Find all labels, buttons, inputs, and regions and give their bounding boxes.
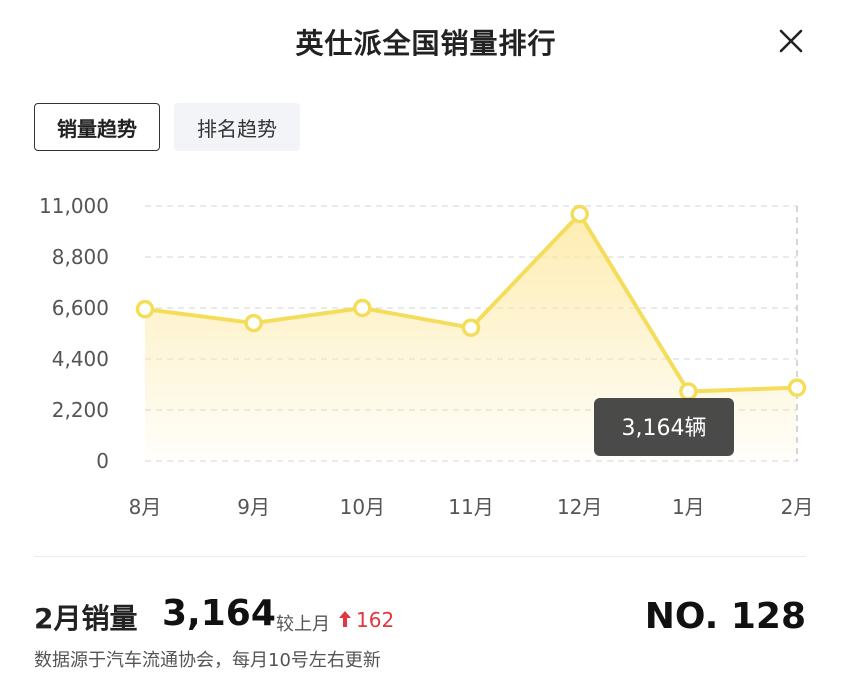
data-source-note: 数据源于汽车流通协会，每月10号左右更新: [34, 650, 381, 671]
close-icon: [779, 29, 803, 53]
x-tick-label: 9月: [237, 495, 270, 519]
data-point: [353, 298, 372, 318]
y-tick-label: 2,200: [52, 398, 109, 422]
y-tick-label: 11,000: [39, 194, 109, 218]
divider: [34, 556, 806, 557]
data-point: [679, 382, 698, 401]
arrow-up-icon: [339, 611, 351, 627]
x-tick-label: 12月: [557, 495, 602, 519]
y-tick-label: 8,800: [52, 245, 109, 269]
close-button[interactable]: [772, 22, 810, 60]
x-tick-label: 11月: [448, 495, 493, 519]
mom-change-value: 162: [356, 608, 395, 632]
x-tick-label: 1月: [672, 495, 705, 519]
data-point: [244, 313, 263, 333]
tab-bar: 销量趋势 排名趋势: [34, 103, 300, 151]
rank-badge: NO. 128: [644, 596, 806, 637]
tab-sales-trend[interactable]: 销量趋势: [34, 103, 160, 151]
page-title: 英仕派全国销量排行: [295, 27, 557, 60]
sales-month-label: 2月销量: [34, 602, 138, 635]
x-tick-label: 8月: [129, 495, 162, 519]
x-tick-label: 10月: [340, 495, 385, 519]
tab-rank-trend[interactable]: 排名趋势: [174, 103, 300, 151]
sales-trend-chart: 11,000 8,800 6,600 4,400 2,200 0 8月 9月 10月 11月 12月…: [39, 194, 814, 519]
data-point: [135, 299, 155, 319]
mom-label: 较上月: [276, 614, 330, 635]
y-tick-label: 4,400: [52, 347, 109, 371]
x-tick-label: 2月: [781, 495, 814, 519]
tooltip-box: [594, 398, 734, 456]
data-point: [461, 318, 481, 337]
y-tick-label: 6,600: [52, 296, 109, 320]
sales-value: 3,164: [162, 593, 276, 634]
data-point: [787, 378, 807, 397]
data-point: [570, 204, 589, 224]
y-tick-label: 0: [96, 449, 109, 473]
tooltip-label: 3,164辆: [622, 416, 707, 441]
